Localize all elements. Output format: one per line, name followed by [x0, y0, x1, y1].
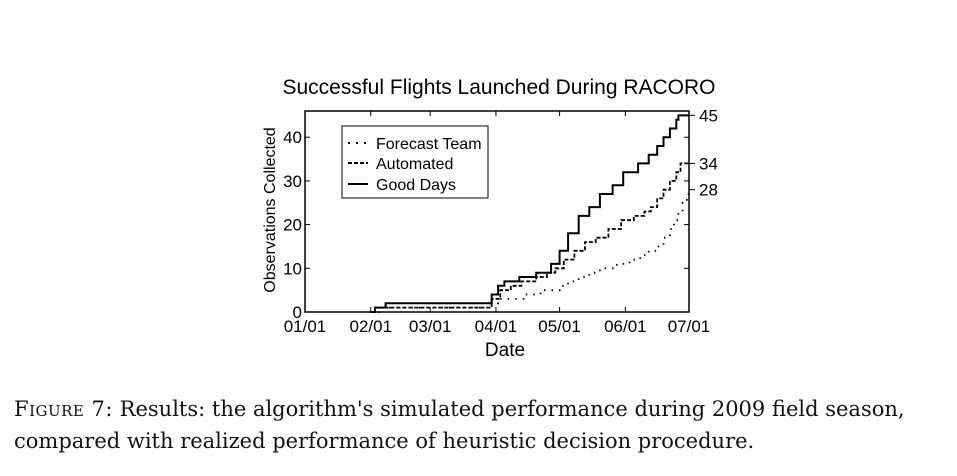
x-tick-label: 05/01 — [538, 317, 581, 336]
x-tick-label: 03/01 — [409, 317, 452, 336]
y-tick-label: 30 — [283, 172, 302, 191]
line-chart: Successful Flights Launched During RACOR… — [262, 76, 718, 361]
chart-title: Successful Flights Launched During RACOR… — [282, 76, 715, 99]
end-value-label-automated: 34 — [699, 154, 718, 173]
y-tick-label: 40 — [283, 128, 302, 147]
series-line-forecast-team — [370, 189, 690, 313]
x-axis-label: Date — [485, 340, 525, 361]
x-tick-label: 04/01 — [475, 317, 518, 336]
caption-text: Results: the algorithm's simulated perfo… — [14, 397, 905, 453]
y-axis-label: Observations Collected — [262, 127, 279, 292]
legend: Forecast Team Automated Good Days — [341, 125, 489, 199]
end-value-label-good-days: 45 — [699, 106, 718, 125]
x-tick-label: 02/01 — [349, 317, 392, 336]
x-tick-label: 01/01 — [284, 317, 327, 336]
end-value-label-forecast-team: 28 — [699, 181, 718, 200]
figure-label: Figure 7: — [14, 397, 113, 421]
legend-label-good-days: Good Days — [376, 177, 456, 194]
y-tick-label: 0 — [293, 303, 302, 322]
plot-frame — [304, 110, 690, 313]
figure-caption: Figure 7: Results: the algorithm's simul… — [14, 393, 949, 457]
legend-label-automated: Automated — [376, 156, 453, 173]
series-line-good-days — [370, 114, 689, 313]
x-tick-label: 07/01 — [668, 317, 711, 336]
series-layer — [370, 114, 690, 313]
axis-layer: 0 10 20 30 40 01/01 02/01 03/01 04/01 05/01 06/01 0… — [283, 106, 718, 336]
series-line-automated — [370, 162, 689, 313]
y-tick-label: 10 — [283, 259, 302, 278]
y-tick-label: 20 — [283, 216, 302, 235]
legend-label-forecast: Forecast Team — [376, 136, 482, 153]
x-tick-label: 06/01 — [604, 317, 647, 336]
